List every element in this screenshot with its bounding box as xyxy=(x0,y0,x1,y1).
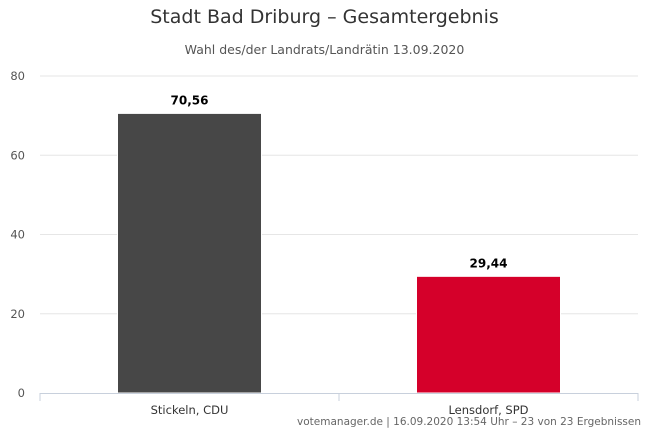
data-label: 70,56 xyxy=(171,93,209,107)
chart-subtitle: Wahl des/der Landrats/Landrätin 13.09.20… xyxy=(184,42,465,57)
y-tick-label: 40 xyxy=(10,228,25,242)
x-tick-label: Stickeln, CDU xyxy=(151,403,229,417)
bar xyxy=(416,275,561,394)
bars: 70,56 29,44 xyxy=(117,93,561,394)
y-tick-label: 20 xyxy=(10,307,25,321)
bar xyxy=(117,112,262,394)
x-axis: Stickeln, CDU Lensdorf, SPD xyxy=(39,393,639,417)
credits-text[interactable]: votemanager.de | 16.09.2020 13:54 Uhr – … xyxy=(297,416,641,428)
y-axis: 0 20 40 60 80 xyxy=(10,69,25,400)
data-label: 29,44 xyxy=(470,256,508,270)
y-tick-label: 0 xyxy=(18,386,25,400)
y-tick-label: 60 xyxy=(10,148,25,162)
x-tick-label: Lensdorf, SPD xyxy=(448,403,528,417)
chart-title: Stadt Bad Driburg – Gesamtergebnis xyxy=(150,6,499,28)
y-tick-label: 80 xyxy=(10,69,25,83)
